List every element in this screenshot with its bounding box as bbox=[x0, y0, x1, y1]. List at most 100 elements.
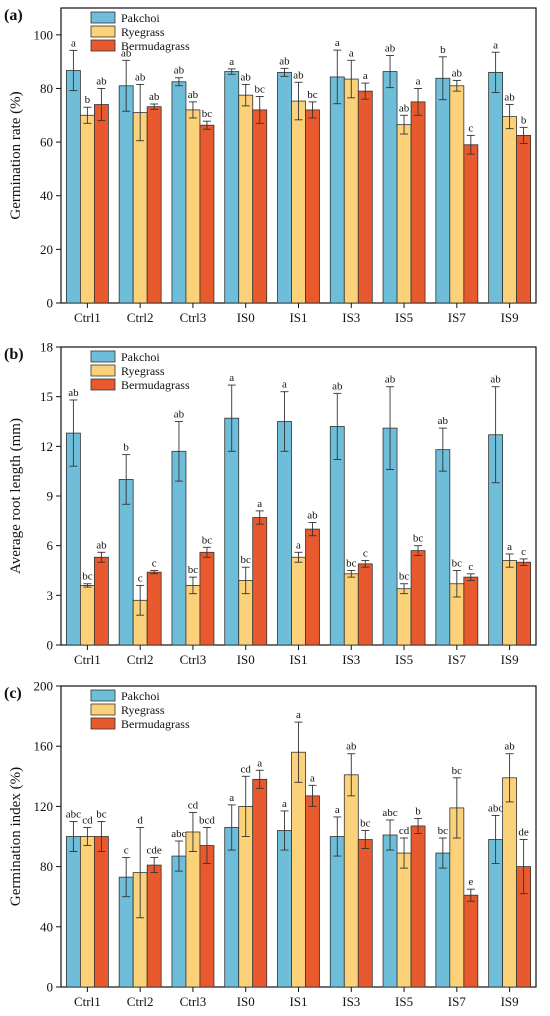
bar bbox=[343, 774, 359, 988]
significance-label: a bbox=[363, 70, 368, 82]
bar bbox=[277, 421, 292, 646]
significance-label: ab bbox=[174, 65, 185, 77]
x-tick-label: IS5 bbox=[395, 994, 413, 1009]
bar bbox=[79, 836, 95, 988]
bar bbox=[435, 77, 451, 304]
x-tick-label: IS3 bbox=[342, 994, 360, 1009]
x-tick-label: IS0 bbox=[237, 994, 255, 1009]
bar bbox=[252, 778, 268, 988]
significance-label: bc bbox=[241, 554, 252, 566]
significance-label: ab bbox=[279, 55, 290, 67]
bar bbox=[252, 517, 268, 646]
significance-label: d bbox=[137, 814, 143, 826]
significance-label: c bbox=[521, 546, 526, 558]
significance-label: a bbox=[257, 498, 262, 510]
significance-label: bc bbox=[202, 108, 213, 120]
bar bbox=[199, 845, 215, 988]
y-tick-label: 0 bbox=[47, 980, 54, 995]
significance-label: ab bbox=[293, 69, 304, 81]
bar bbox=[146, 106, 162, 304]
x-tick-label: IS7 bbox=[448, 994, 467, 1009]
significance-label: de bbox=[518, 827, 529, 839]
significance-label: ab bbox=[332, 380, 343, 392]
bar bbox=[277, 71, 292, 304]
legend-label: Pakchoi bbox=[121, 350, 160, 364]
significance-label: ab bbox=[188, 89, 199, 101]
bar bbox=[410, 825, 426, 988]
chart-panel-1: (a) 0 20 40 60 80 100 Germination rate (%) Ctrl1… bbox=[4, 7, 537, 325]
bar bbox=[224, 71, 240, 304]
significance-label: abc bbox=[382, 807, 397, 819]
bar bbox=[396, 588, 412, 646]
legend-swatch bbox=[90, 364, 116, 377]
significance-label: ab bbox=[121, 47, 132, 59]
significance-label: b bbox=[415, 805, 421, 817]
legend-swatch bbox=[90, 717, 116, 730]
bar bbox=[435, 449, 451, 646]
bar bbox=[305, 528, 320, 646]
significance-label: abc bbox=[171, 828, 186, 840]
x-tick-label: IS0 bbox=[237, 652, 255, 667]
significance-label: ab bbox=[504, 92, 515, 104]
significance-label: cd bbox=[399, 825, 410, 837]
y-tick-label: 12 bbox=[40, 439, 53, 454]
significance-label: a bbox=[282, 379, 287, 391]
bar bbox=[410, 101, 426, 304]
legend-label: Pakchoi bbox=[121, 689, 160, 703]
significance-label: b bbox=[85, 94, 91, 106]
significance-label: b bbox=[521, 114, 527, 126]
significance-label: bc bbox=[202, 534, 213, 546]
significance-label: bc bbox=[413, 533, 424, 545]
bar bbox=[382, 71, 398, 304]
bar bbox=[449, 85, 465, 304]
bar bbox=[357, 839, 373, 988]
bar bbox=[79, 585, 95, 646]
y-tick-label: 20 bbox=[40, 242, 53, 257]
x-tick-label: IS5 bbox=[395, 310, 413, 325]
bar bbox=[93, 836, 109, 988]
significance-label: bc bbox=[399, 571, 410, 583]
bar bbox=[357, 563, 373, 646]
x-tick-label: IS5 bbox=[395, 652, 413, 667]
significance-label: ab bbox=[438, 415, 449, 427]
bar bbox=[79, 114, 95, 304]
chart-panel-3: (c) 0 40 80 120 160 200 Germination index (%) Ct… bbox=[4, 679, 537, 1009]
bar bbox=[171, 855, 187, 988]
bar bbox=[252, 109, 268, 304]
significance-label: a bbox=[335, 804, 340, 816]
significance-label: a bbox=[493, 39, 498, 51]
y-tick-label: 0 bbox=[47, 638, 54, 653]
significance-label: ab bbox=[385, 42, 396, 54]
bar bbox=[502, 560, 518, 646]
significance-label: ab bbox=[399, 102, 410, 114]
significance-label: a bbox=[310, 772, 315, 784]
x-tick-label: IS1 bbox=[289, 652, 307, 667]
significance-label: a bbox=[349, 47, 354, 59]
significance-label: a bbox=[229, 56, 234, 68]
legend-label: Ryegrass bbox=[121, 25, 165, 39]
bar bbox=[224, 417, 240, 646]
bar bbox=[291, 751, 306, 988]
bar bbox=[463, 144, 479, 304]
bar bbox=[435, 852, 451, 988]
x-tick-label: IS9 bbox=[501, 652, 519, 667]
significance-label: ab bbox=[68, 387, 79, 399]
y-axis-title: Germination rate (%) bbox=[8, 91, 24, 219]
bar bbox=[199, 551, 215, 646]
y-tick-label: 15 bbox=[40, 389, 53, 404]
x-tick-label: Ctrl1 bbox=[74, 994, 101, 1009]
panel-letter: (b) bbox=[4, 346, 24, 363]
significance-label: bc bbox=[188, 564, 199, 576]
significance-label: b bbox=[123, 442, 129, 454]
significance-label: cde bbox=[147, 845, 162, 857]
significance-label: c bbox=[468, 122, 473, 134]
significance-label: bcd bbox=[199, 814, 215, 826]
bar bbox=[185, 109, 201, 304]
panel-letter: (a) bbox=[4, 7, 23, 24]
bar bbox=[185, 831, 201, 988]
significance-label: bc bbox=[307, 89, 318, 101]
significance-label: bc bbox=[438, 825, 449, 837]
significance-label: c bbox=[138, 572, 143, 584]
y-tick-label: 3 bbox=[47, 588, 54, 603]
